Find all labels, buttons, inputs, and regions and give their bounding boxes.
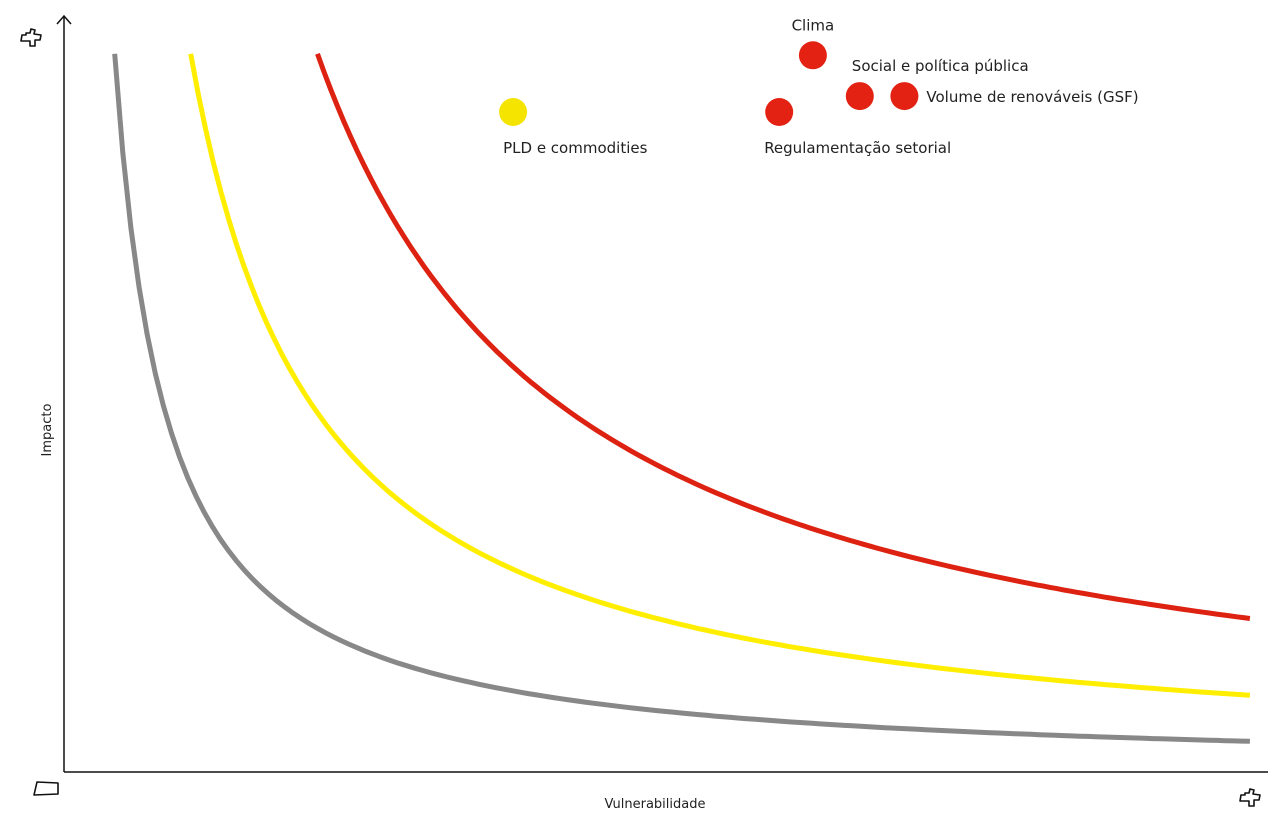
risk-point-marker	[798, 41, 827, 70]
risk-point-marker	[499, 98, 528, 126]
y-axis-arrow-icon	[56, 14, 72, 25]
risk-point-label: Volume de renováveis (GSF)	[926, 88, 1138, 106]
risk-points: Clima Social e política pública Volume de …	[499, 16, 1139, 157]
risk-point-label: Clima	[792, 16, 835, 34]
y-axis-label: Impacto	[40, 404, 55, 457]
risk-curve-high	[315, 52, 1251, 621]
risk-point-label: Social e política pública	[852, 57, 1029, 75]
risk-point-marker	[845, 82, 874, 111]
plus-icon	[20, 28, 42, 47]
minus-icon	[33, 781, 59, 796]
risk-curve-low	[112, 53, 1250, 744]
risk-curve-medium	[188, 53, 1251, 698]
plus-icon	[1239, 788, 1261, 807]
x-axis-label: Vulnerabilidade	[605, 797, 706, 812]
risk-curves	[112, 52, 1251, 744]
risk-point-label: PLD e commodities	[503, 139, 648, 157]
risk-point-marker	[765, 98, 794, 126]
risk-point-marker	[890, 82, 919, 111]
risk-point-label: Regulamentação setorial	[764, 139, 951, 157]
